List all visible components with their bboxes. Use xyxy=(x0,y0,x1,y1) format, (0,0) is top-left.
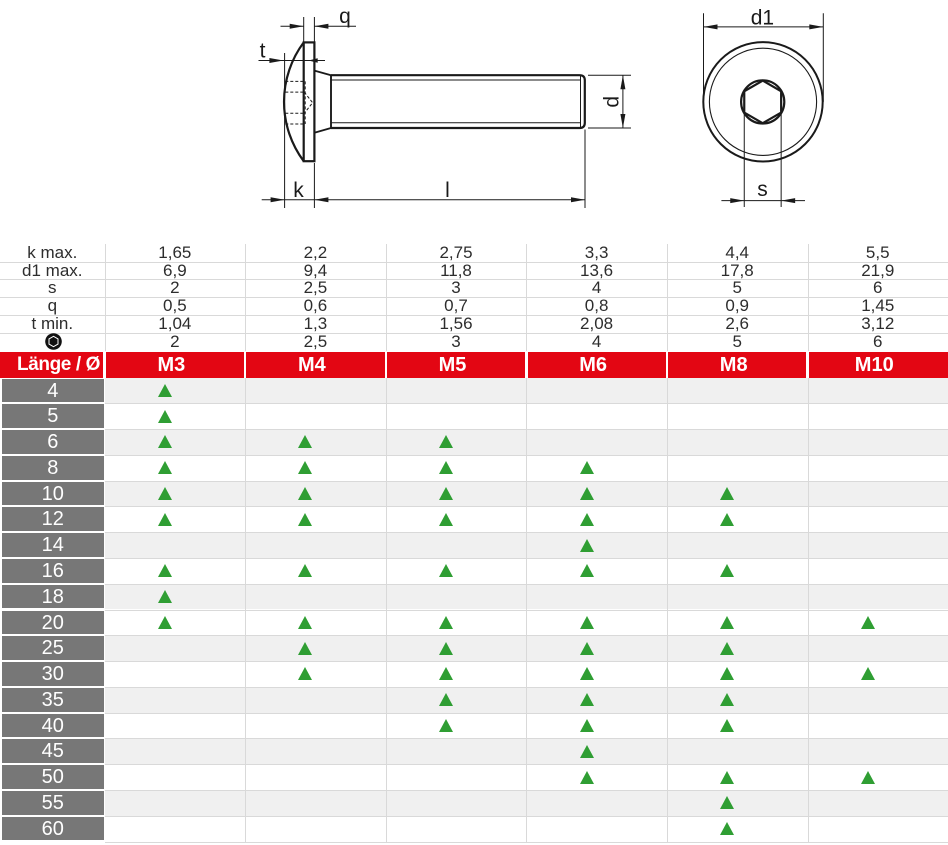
svg-text:q: q xyxy=(339,5,351,28)
svg-text:l: l xyxy=(445,179,450,202)
svg-text:d1: d1 xyxy=(751,6,774,29)
svg-text:s: s xyxy=(757,178,768,201)
svg-text:d: d xyxy=(601,96,624,108)
svg-text:k: k xyxy=(293,179,304,202)
svg-text:t: t xyxy=(260,40,266,63)
